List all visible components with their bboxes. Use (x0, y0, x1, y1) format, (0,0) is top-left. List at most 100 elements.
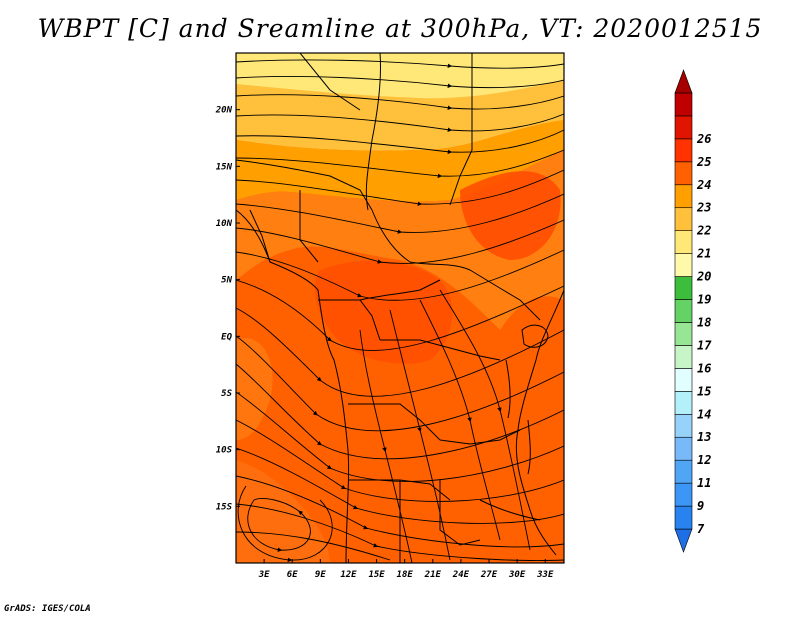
colorbar-label: 18 (697, 315, 711, 329)
colorbar-label: 11 (697, 476, 711, 490)
colorbar-box (674, 368, 693, 392)
border (365, 53, 382, 211)
streamline (236, 169, 564, 207)
colorbar-box (674, 92, 693, 117)
streamline (236, 149, 564, 179)
border (449, 53, 473, 206)
border (236, 159, 373, 211)
colorbar-box (674, 322, 693, 346)
colorbar: 7 9 11 12 13 14 15 16 17 18 19 20 21 22 23 24 25 26 (674, 69, 712, 553)
border (439, 429, 521, 445)
x-tick-label: 15E (368, 570, 385, 580)
colorbar-box (674, 276, 693, 300)
x-axis: 3E 6E 9E 12E 15E 18E 21E 24E 27E 30E 33E (258, 559, 554, 580)
x-tick-label: 27E (480, 570, 498, 580)
chart-title: WBPT [C] and Sreamline at 300hPa, VT: 20… (37, 14, 763, 43)
colorbar-box (674, 253, 693, 277)
y-tick-label: 15S (216, 502, 233, 512)
colorbar-box (674, 161, 693, 186)
field-zone-24-patch-1 (314, 260, 453, 364)
border (348, 403, 441, 441)
coastline-east (515, 289, 564, 556)
x-tick-label: 21E (424, 570, 442, 580)
streamline (236, 419, 564, 502)
border (371, 209, 471, 271)
streamline (236, 335, 564, 432)
x-tick-label: 6E (287, 570, 298, 580)
streamline (236, 475, 564, 548)
lake-victoria (521, 324, 549, 348)
map-frame (235, 52, 565, 564)
colorbar-label: 19 (697, 293, 711, 307)
streamline (236, 307, 564, 397)
streamline (439, 289, 531, 551)
y-tick-label: 5S (221, 389, 232, 399)
x-tick-label: 24E (452, 570, 470, 580)
x-tick-label: 18E (397, 570, 414, 580)
x-tick-label: 30E (508, 570, 526, 580)
y-tick-label: 5N (221, 276, 232, 286)
colorbar-label: 24 (696, 178, 711, 192)
lake-tanganyika (505, 359, 511, 419)
grads-credit: GrADS: IGES/COLA (4, 604, 91, 614)
colorbar-box (674, 230, 693, 254)
streamline (236, 113, 564, 132)
y-axis: 20N 15N 10N 5N EQ 5S 10S 15S (215, 106, 240, 512)
colorbar-label: 16 (697, 361, 711, 375)
colorbar-box (674, 207, 693, 231)
colorbar-arrow-high (674, 69, 693, 94)
colorbar-arrow-low (674, 528, 693, 553)
streamline (236, 249, 564, 301)
country-borders (236, 53, 564, 563)
colorbar-label: 21 (696, 247, 711, 261)
streamline (236, 59, 564, 69)
streamlines (236, 59, 564, 563)
border (299, 53, 361, 111)
border (439, 480, 481, 546)
colorbar-label: 15 (697, 384, 711, 398)
colorbar-box (674, 505, 693, 530)
colorbar-label: 9 (697, 499, 704, 513)
colorbar-label: 20 (696, 270, 711, 284)
streamline (236, 531, 391, 561)
field-zone-20 (236, 53, 564, 99)
streamline (237, 485, 333, 563)
streamline (236, 219, 564, 264)
colorbar-box (674, 391, 693, 415)
colorbar-box (674, 413, 693, 438)
streamline (236, 391, 564, 482)
x-tick-label: 3E (258, 570, 270, 580)
colorbar-label: 23 (696, 201, 711, 215)
colorbar-label: 17 (697, 338, 712, 352)
border (359, 279, 441, 301)
colorbar-box (674, 345, 693, 369)
streamline (236, 75, 564, 89)
border (469, 269, 541, 321)
streamline (236, 94, 564, 110)
border (479, 499, 541, 521)
colorbar-box (674, 115, 693, 140)
streamline (236, 279, 564, 351)
streamline (389, 309, 451, 561)
border (249, 209, 271, 263)
colorbar-label: 12 (697, 453, 711, 467)
colorbar-box (674, 459, 693, 484)
streamline (247, 498, 311, 552)
colorbar-label: 25 (696, 155, 711, 169)
streamline (236, 193, 564, 234)
streamline (359, 329, 413, 563)
colorbar-box (674, 482, 693, 507)
y-tick-label: 10S (216, 446, 233, 456)
x-tick-label: 9E (315, 570, 326, 580)
y-tick-label: 15N (216, 162, 233, 172)
colorbar-box (674, 138, 693, 163)
streamline (236, 129, 564, 155)
border (380, 339, 501, 361)
colorbar-label: 13 (697, 430, 711, 444)
colorbar-box (674, 436, 693, 461)
colorbar-box (674, 184, 693, 209)
streamline (236, 447, 564, 524)
x-tick-label: 33E (536, 570, 554, 580)
y-tick-label: EQ (221, 332, 232, 342)
